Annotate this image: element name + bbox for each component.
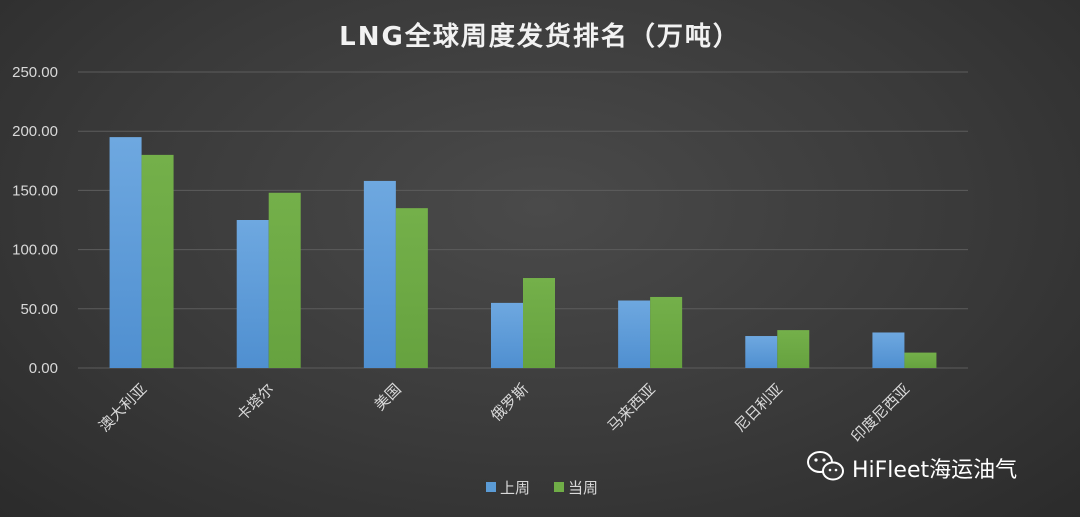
y-axis-ticks: 0.00 50.00 100.00 150.00 200.00 250.00	[12, 64, 58, 377]
category-label: 尼日利亚	[731, 380, 786, 435]
y-tick-label: 50.00	[20, 301, 58, 318]
category-label: 印度尼西亚	[847, 380, 913, 446]
bar-last-week	[618, 300, 651, 368]
bar-this-week	[777, 330, 810, 368]
bar-last-week	[109, 137, 142, 368]
y-tick-label: 200.00	[12, 123, 58, 140]
bar-last-week	[745, 336, 778, 368]
bar-this-week	[650, 296, 683, 368]
y-tick-label: 100.00	[12, 242, 58, 259]
y-tick-label: 250.00	[12, 64, 58, 81]
bar-last-week	[363, 180, 396, 368]
gridlines	[78, 71, 968, 369]
chart-title: LNG全球周度发货排名（万吨）	[339, 21, 741, 52]
category-label: 美国	[371, 380, 405, 414]
legend-label: 上周	[500, 479, 530, 497]
category-labels: 澳大利亚 卡塔尔 美国 俄罗斯 马来西亚 尼日利亚 印度尼西亚	[95, 380, 913, 446]
category-label: 马来西亚	[604, 380, 659, 435]
bar-this-week	[904, 352, 937, 368]
wechat-icon	[807, 451, 844, 481]
legend-swatch	[486, 482, 496, 492]
legend-swatch	[554, 482, 564, 492]
watermark-text: HiFleet海运油气	[852, 458, 1017, 483]
category-label: 卡塔尔	[233, 380, 278, 425]
legend-label: 当周	[568, 479, 598, 497]
bar-last-week	[236, 220, 269, 368]
bars	[109, 137, 937, 368]
bar-this-week	[395, 208, 428, 368]
bar-last-week	[491, 302, 523, 368]
y-tick-label: 150.00	[12, 182, 58, 199]
y-tick-label: 0.00	[29, 360, 58, 377]
category-label: 俄罗斯	[487, 380, 532, 425]
category-label: 澳大利亚	[95, 380, 150, 435]
bar-last-week	[872, 332, 905, 368]
bar-this-week	[141, 154, 174, 368]
legend: 上周 当周	[486, 479, 598, 497]
bar-this-week	[523, 278, 555, 368]
bar-this-week	[268, 192, 301, 368]
watermark: HiFleet海运油气	[807, 451, 1017, 483]
